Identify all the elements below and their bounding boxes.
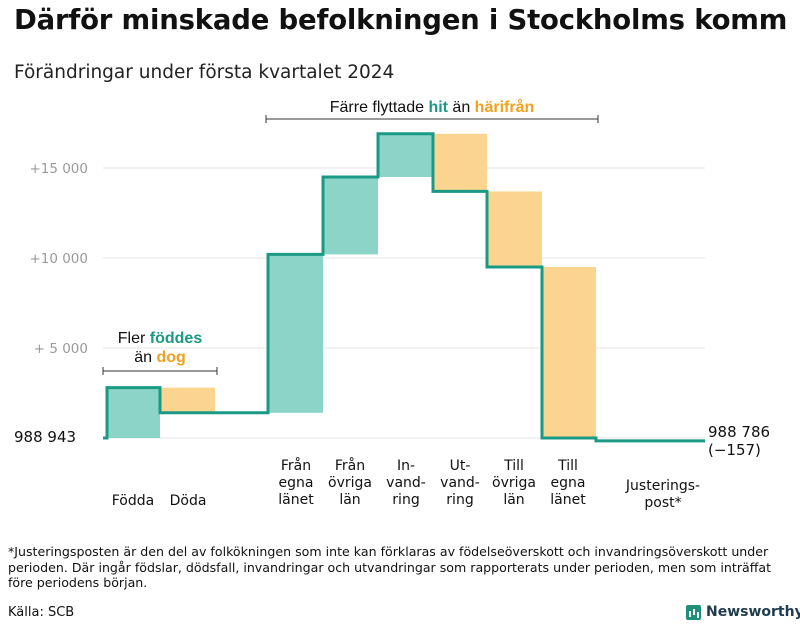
category-label-fran_egna: Från egna länet [278, 457, 314, 508]
annotation-left-line2: än dog [134, 349, 186, 366]
source-label: Källa: SCB [8, 605, 75, 620]
chart-title: Därför minskade befolkningen i Stockholm… [14, 4, 788, 36]
bar-till_egna [542, 267, 596, 438]
category-label-justering: Justerings-post* [625, 478, 700, 511]
category-label-till_egna: Till egna länet [550, 458, 586, 508]
brand-logo: Newsworthy [686, 604, 800, 620]
annotation-left: Fler föddes än dog [102, 330, 218, 375]
bar-utvandring [433, 133, 487, 192]
annotation-left-line1: Fler föddes [118, 330, 203, 347]
end-value-label: 988 786 [708, 423, 770, 441]
bar-till_ovriga [487, 191, 542, 267]
y-tick-label-2: +15 000 [29, 161, 88, 177]
bar-fodda [107, 387, 160, 438]
category-label-till_ovriga: Till övriga län [492, 458, 536, 508]
start-value-label: 988 943 [14, 428, 76, 446]
bar-invandring [378, 133, 433, 177]
footnote: *Justeringsposten är den del av folkökni… [8, 544, 772, 590]
end-change-label: (−157) [708, 441, 761, 459]
y-tick-label-0: + 5 000 [34, 341, 88, 357]
bar-fran_ovriga [323, 177, 378, 255]
category-label-doda: Döda [170, 493, 207, 509]
annotation-top-text: Färre flyttade hit än härifrån [330, 98, 535, 116]
chart-subtitle: Förändringar under första kvartalet 2024 [14, 62, 395, 83]
newsworthy-icon [686, 604, 701, 620]
waterfall-chart: + 5 000 +10 000 +15 000 Födda Döda Från egna l… [14, 98, 770, 511]
bar-doda [160, 387, 215, 413]
cumulative-step-line [103, 132, 705, 443]
category-label-invandring: In-vand-ring [386, 458, 426, 508]
category-label-fodda: Födda [112, 493, 154, 509]
bar-fran_egna [268, 254, 323, 413]
category-label-fran_ovriga: Från övriga län [328, 457, 372, 508]
annotation-top: Färre flyttade hit än härifrån [265, 98, 599, 123]
category-label-utvandring: Ut-vand-ring [440, 458, 480, 508]
y-tick-label-1: +10 000 [29, 251, 88, 267]
brand-name: Newsworthy [706, 604, 800, 620]
